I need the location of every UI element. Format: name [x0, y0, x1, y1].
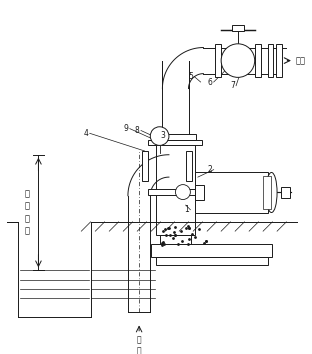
Text: 1: 1: [184, 205, 189, 214]
Text: 4: 4: [84, 129, 88, 138]
Text: 3: 3: [160, 131, 165, 140]
Bar: [215, 44, 221, 78]
Text: 安
装
高
度: 安 装 高 度: [25, 189, 30, 236]
Text: 8: 8: [135, 126, 140, 135]
Ellipse shape: [266, 172, 277, 212]
Bar: [195, 185, 204, 200]
Circle shape: [150, 127, 169, 145]
Circle shape: [175, 184, 190, 200]
Bar: [151, 244, 272, 257]
Bar: [149, 140, 202, 145]
Bar: [155, 134, 196, 140]
Text: 出口: 出口: [296, 56, 306, 65]
Bar: [255, 44, 261, 78]
Circle shape: [221, 44, 255, 78]
Text: 7: 7: [230, 81, 235, 90]
Text: 6: 6: [207, 78, 212, 86]
Bar: [156, 140, 195, 235]
Bar: [195, 172, 268, 212]
Bar: [142, 151, 149, 181]
Bar: [156, 257, 268, 265]
Text: 2: 2: [207, 165, 212, 174]
Text: 5: 5: [188, 72, 193, 81]
Bar: [149, 189, 202, 195]
Bar: [281, 187, 290, 198]
Bar: [160, 235, 191, 244]
Bar: [276, 44, 282, 78]
Bar: [232, 25, 243, 31]
Bar: [186, 151, 192, 181]
Text: 吸
口: 吸 口: [137, 336, 141, 354]
Text: 9: 9: [124, 124, 129, 133]
Bar: [268, 44, 273, 78]
Bar: [263, 176, 271, 209]
